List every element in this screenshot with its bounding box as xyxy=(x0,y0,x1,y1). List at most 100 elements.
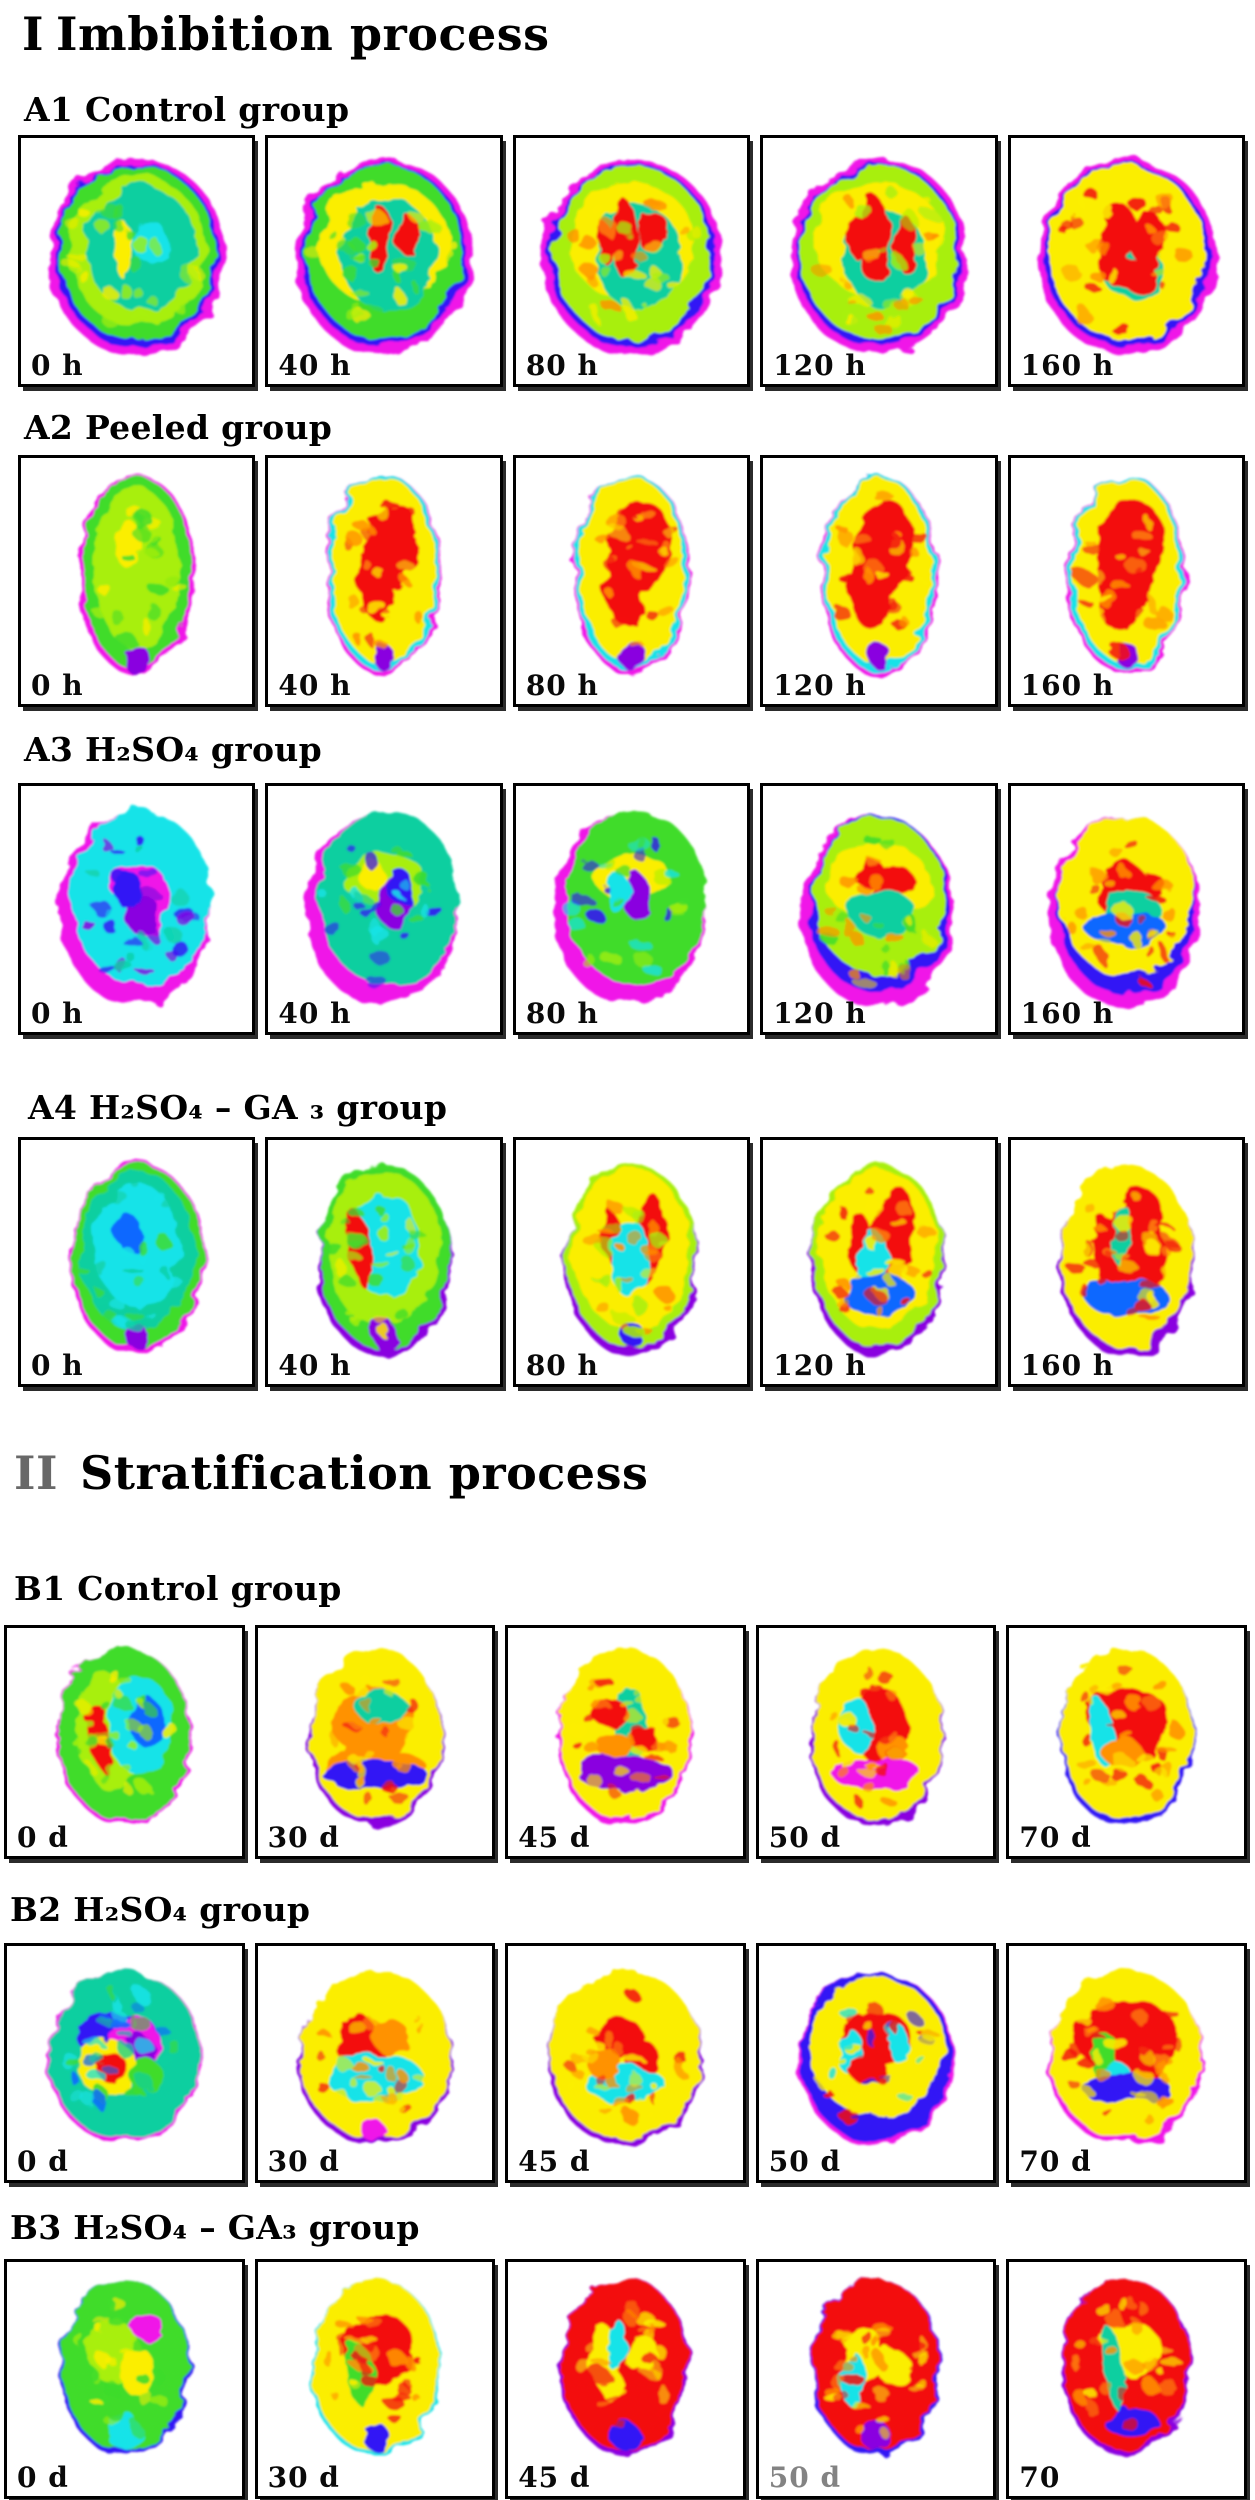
time-label: 70 d xyxy=(1019,1821,1092,1855)
seed-thermal-image xyxy=(564,1164,699,1356)
time-label: 45 d xyxy=(518,1821,591,1855)
time-label: 45 d xyxy=(518,2461,591,2495)
seed-panel-b3-1: 30 d xyxy=(254,2259,496,2500)
panel-row-b3: 0 d 30 d 45 d 50 d 70 xyxy=(4,2259,1247,2500)
seed-thermal-image xyxy=(542,158,721,355)
time-label: 80 h xyxy=(525,996,599,1030)
time-label: 80 h xyxy=(525,1348,599,1382)
seed-thermal-image xyxy=(47,158,226,355)
seed-panel-a4-4: 160 h xyxy=(1007,1136,1246,1387)
seed-thermal-image xyxy=(59,2279,190,2456)
seed-thermal-image xyxy=(294,158,474,355)
time-label: 30 d xyxy=(267,1821,340,1855)
time-label: 50 d xyxy=(768,2145,842,2179)
time-label: 120 h xyxy=(773,1348,867,1382)
seed-thermal-image xyxy=(1059,1648,1195,1827)
seed-panel-a1-4: 160 h xyxy=(1007,134,1246,387)
group-heading-a4: A4 H₂SO₄ – GA ₃ group xyxy=(28,1087,448,1127)
seed-thermal-image xyxy=(1048,815,1201,1007)
time-label: 120 h xyxy=(773,996,867,1030)
seed-panel-b3-0: 0 d xyxy=(4,2259,245,2500)
seed-panel-a3-2: 80 h xyxy=(512,782,751,1035)
seed-thermal-image xyxy=(798,1973,954,2146)
seed-thermal-image xyxy=(56,1648,192,1825)
time-label: 120 h xyxy=(773,348,867,382)
time-label: 40 h xyxy=(278,348,352,382)
seed-panel-a3-4: 160 h xyxy=(1007,782,1246,1035)
seed-panel-a1-1: 40 h xyxy=(265,134,503,387)
seed-thermal-image xyxy=(309,2279,440,2456)
seed-panel-a1-2: 80 h xyxy=(512,134,751,387)
seed-thermal-image xyxy=(46,1971,202,2144)
time-label: 0 h xyxy=(31,1348,84,1382)
section-2-numeral: II xyxy=(14,1445,59,1500)
time-label: 80 h xyxy=(525,668,599,702)
seed-panel-b2-2: 45 d xyxy=(505,1943,746,2184)
seed-panel-a2-3: 120 h xyxy=(760,454,998,707)
seed-thermal-image xyxy=(297,1971,453,2146)
group-heading-b2: B2 H₂SO₄ group xyxy=(10,1890,311,1930)
time-label: 160 h xyxy=(1020,996,1115,1030)
panel-row-a3: 0 h 40 h 80 h 120 h 160 h xyxy=(18,782,1246,1035)
group-heading-b3: B3 H₂SO₄ – GA₃ group xyxy=(10,2208,420,2248)
seed-thermal-image xyxy=(316,1164,452,1356)
seed-thermal-image xyxy=(808,1648,944,1827)
seed-panel-b2-4: 70 d xyxy=(1006,1943,1247,2184)
section-1-title: I Imbibition process xyxy=(22,8,1255,61)
time-label: 30 d xyxy=(267,2145,340,2179)
seed-panel-b3-3: 50 d xyxy=(755,2259,997,2500)
seed-thermal-image xyxy=(307,1648,443,1827)
seed-thermal-image xyxy=(305,811,459,1005)
seed-thermal-image xyxy=(820,474,938,675)
seed-thermal-image xyxy=(325,474,443,675)
section-1-rows: A1 Control group 0 h 40 h 80 h 120 h 160 h A2 … xyxy=(0,89,1255,1387)
seed-panel-a2-1: 40 h xyxy=(265,454,503,707)
seed-panel-a2-4: 160 h xyxy=(1007,454,1246,707)
time-label: 30 d xyxy=(267,2461,340,2495)
time-label: 45 d xyxy=(518,2145,591,2179)
seed-panel-b2-1: 30 d xyxy=(254,1943,496,2184)
time-label: 40 h xyxy=(278,1348,352,1382)
time-label: 50 d xyxy=(768,1821,842,1855)
seed-panel-b3-2: 45 d xyxy=(505,2259,746,2500)
panel-row-a4: 0 h 40 h 80 h 120 h 160 h xyxy=(18,1136,1246,1387)
time-label: 40 h xyxy=(278,668,352,702)
seed-thermal-image xyxy=(789,158,969,355)
seed-thermal-image xyxy=(560,2279,691,2456)
time-label: 80 h xyxy=(525,348,599,382)
panel-row-a2: 0 h 40 h 80 h 120 h 160 h xyxy=(18,454,1246,707)
seed-thermal-image xyxy=(800,815,953,1007)
seed-panel-a4-2: 80 h xyxy=(512,1136,751,1387)
seed-thermal-image xyxy=(1058,1164,1194,1356)
seed-thermal-image xyxy=(58,811,211,1005)
time-label: 160 h xyxy=(1020,668,1115,702)
section-1-numeral: I xyxy=(22,7,45,61)
seed-panel-a3-0: 0 h xyxy=(18,782,256,1035)
section-2-title-text: Stratification process xyxy=(80,1445,649,1500)
time-label: 0 d xyxy=(17,2145,69,2179)
group-heading-a1: A1 Control group xyxy=(24,89,350,129)
seed-thermal-image xyxy=(558,1648,693,1827)
time-label: 40 h xyxy=(278,996,352,1030)
seed-panel-a2-0: 0 h xyxy=(18,454,256,707)
group-heading-a3: A3 H₂SO₄ group xyxy=(24,729,322,769)
panel-row-b1: 0 d 30 d 45 d 50 d 70 d xyxy=(4,1625,1247,1860)
time-label: 0 h xyxy=(31,668,84,702)
seed-panel-b3-4: 70 xyxy=(1006,2259,1247,2500)
time-label: 50 d xyxy=(768,2461,842,2495)
seed-panel-a1-0: 0 h xyxy=(18,134,256,387)
seed-thermal-image xyxy=(811,1164,947,1356)
seed-thermal-image xyxy=(1037,158,1216,355)
time-label: 70 d xyxy=(1019,2145,1092,2179)
section-1-title-text: Imbibition process xyxy=(56,7,550,61)
seed-panel-b1-4: 70 d xyxy=(1006,1625,1247,1860)
seed-panel-b1-0: 0 d xyxy=(4,1625,245,1860)
time-label: 120 h xyxy=(773,668,867,702)
seed-panel-a2-2: 80 h xyxy=(512,454,751,707)
time-label: 0 h xyxy=(31,996,84,1030)
group-heading-a2: A2 Peeled group xyxy=(24,407,333,447)
group-heading-b1: B1 Control group xyxy=(14,1568,342,1608)
seed-panel-a4-1: 40 h xyxy=(265,1136,503,1387)
time-label: 0 d xyxy=(17,2461,69,2495)
